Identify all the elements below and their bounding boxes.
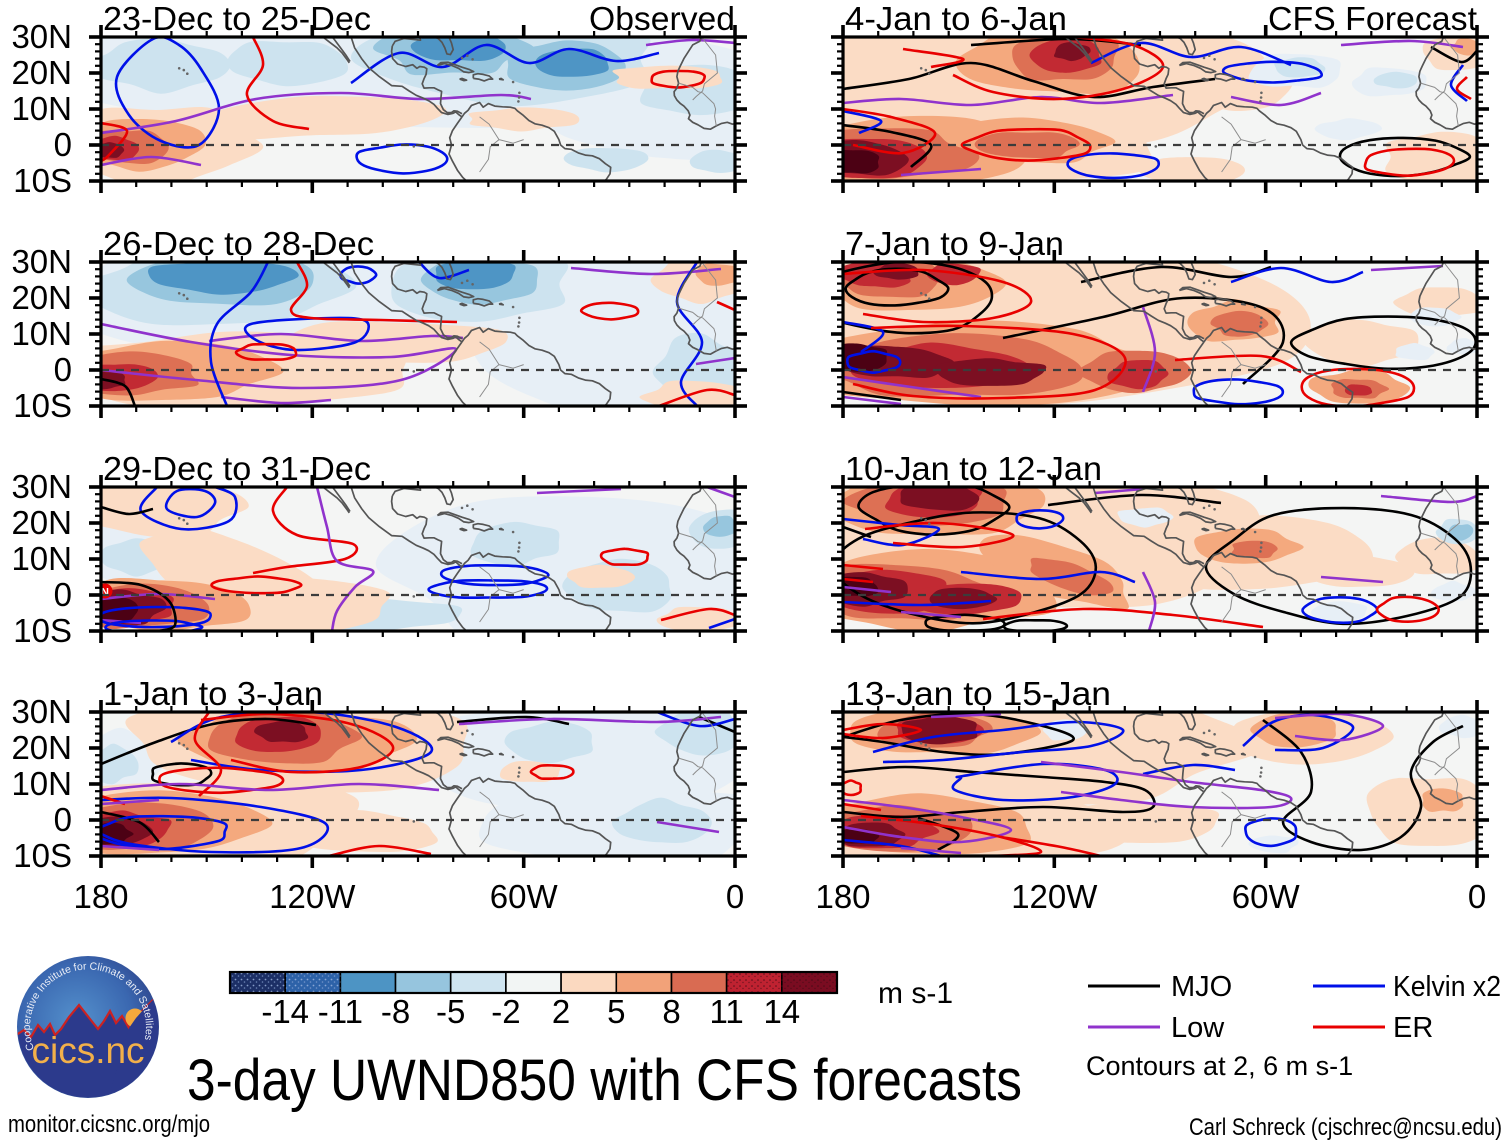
svg-text:10S: 10S bbox=[13, 612, 72, 649]
svg-text:Carl Schreck (cjschrec@ncsu.ed: Carl Schreck (cjschrec@ncsu.edu) bbox=[1189, 1114, 1502, 1141]
svg-text:120W: 120W bbox=[1011, 878, 1098, 915]
svg-text:CFS Forecast: CFS Forecast bbox=[1268, 0, 1477, 37]
svg-text:0: 0 bbox=[1468, 878, 1486, 915]
svg-text:180: 180 bbox=[73, 878, 128, 915]
svg-text:60W: 60W bbox=[1232, 878, 1301, 915]
svg-text:-11: -11 bbox=[318, 993, 363, 1030]
svg-text:Contours at 2, 6 m s-1: Contours at 2, 6 m s-1 bbox=[1086, 1051, 1353, 1081]
svg-text:0: 0 bbox=[54, 351, 72, 388]
svg-text:cics.nc: cics.nc bbox=[31, 1030, 144, 1071]
svg-text:20N: 20N bbox=[11, 504, 72, 541]
svg-text:30N: 30N bbox=[11, 693, 72, 730]
svg-text:180: 180 bbox=[815, 878, 870, 915]
svg-text:monitor.cicsnc.org/mjo: monitor.cicsnc.org/mjo bbox=[8, 1111, 210, 1138]
svg-text:20N: 20N bbox=[11, 279, 72, 316]
svg-text:13-Jan to 15-Jan: 13-Jan to 15-Jan bbox=[845, 675, 1111, 712]
svg-text:Kelvin x2: Kelvin x2 bbox=[1393, 971, 1501, 1003]
svg-text:m s-1: m s-1 bbox=[878, 977, 953, 1010]
svg-text:20N: 20N bbox=[11, 54, 72, 91]
svg-text:4-Jan to 6-Jan: 4-Jan to 6-Jan bbox=[845, 0, 1067, 37]
svg-text:30N: 30N bbox=[11, 243, 72, 280]
svg-text:-5: -5 bbox=[436, 993, 465, 1030]
svg-text:-14: -14 bbox=[261, 993, 309, 1030]
svg-text:0: 0 bbox=[54, 801, 72, 838]
svg-text:10S: 10S bbox=[13, 162, 72, 199]
svg-text:23-Dec to 25-Dec: 23-Dec to 25-Dec bbox=[103, 0, 371, 37]
svg-text:ER: ER bbox=[1393, 1012, 1433, 1044]
svg-text:10N: 10N bbox=[11, 315, 72, 352]
svg-text:-8: -8 bbox=[381, 993, 410, 1030]
svg-text:120W: 120W bbox=[269, 878, 356, 915]
svg-text:30N: 30N bbox=[11, 468, 72, 505]
svg-text:0: 0 bbox=[726, 878, 744, 915]
svg-text:11: 11 bbox=[709, 993, 743, 1030]
svg-text:20N: 20N bbox=[11, 729, 72, 766]
svg-text:10S: 10S bbox=[13, 387, 72, 424]
svg-text:N: N bbox=[101, 587, 109, 599]
svg-text:-2: -2 bbox=[491, 993, 520, 1030]
svg-text:10N: 10N bbox=[11, 765, 72, 802]
svg-text:1-Jan to 3-Jan: 1-Jan to 3-Jan bbox=[103, 675, 323, 712]
svg-text:10-Jan to 12-Jan: 10-Jan to 12-Jan bbox=[845, 450, 1102, 487]
svg-text:3-day UWND850 with CFS forecas: 3-day UWND850 with CFS forecasts bbox=[187, 1048, 1022, 1113]
svg-text:26-Dec to 28-Dec: 26-Dec to 28-Dec bbox=[103, 225, 374, 262]
svg-text:Observed: Observed bbox=[589, 0, 735, 37]
svg-text:2: 2 bbox=[552, 993, 570, 1030]
svg-text:MJO: MJO bbox=[1171, 971, 1232, 1003]
svg-text:10N: 10N bbox=[11, 540, 72, 577]
svg-text:10S: 10S bbox=[13, 837, 72, 874]
svg-text:60W: 60W bbox=[490, 878, 559, 915]
svg-text:7-Jan to 9-Jan: 7-Jan to 9-Jan bbox=[845, 225, 1064, 262]
svg-text:14: 14 bbox=[763, 993, 800, 1030]
svg-text:29-Dec to 31-Dec: 29-Dec to 31-Dec bbox=[103, 450, 371, 487]
svg-text:5: 5 bbox=[607, 993, 625, 1030]
svg-text:30N: 30N bbox=[11, 18, 72, 55]
svg-text:Low: Low bbox=[1171, 1012, 1225, 1044]
svg-text:10N: 10N bbox=[11, 90, 72, 127]
svg-text:8: 8 bbox=[662, 993, 680, 1030]
svg-text:0: 0 bbox=[54, 126, 72, 163]
svg-text:0: 0 bbox=[54, 576, 72, 613]
